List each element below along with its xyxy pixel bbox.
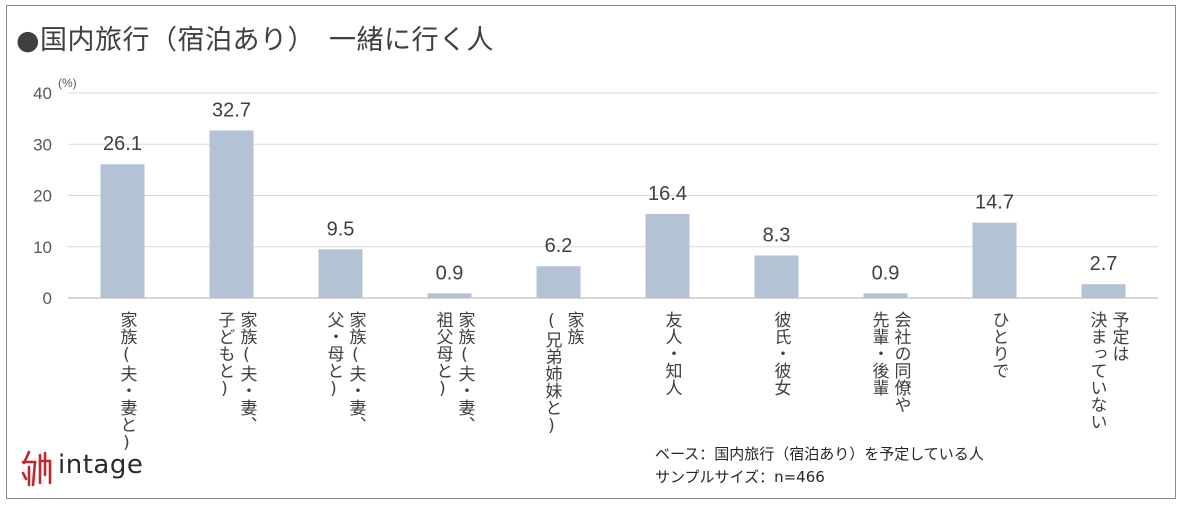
bar: [1081, 284, 1126, 298]
y-tick-label: 30: [33, 135, 52, 154]
chart-title: ●国内旅行（宿泊あり） 一緒に行く人: [16, 25, 495, 56]
data-label: 14.7: [975, 192, 1014, 214]
category-label: 家族(夫・妻、 父・母と): [323, 311, 366, 433]
bar: [427, 293, 472, 298]
data-label: 6.2: [545, 235, 573, 257]
category-label: 会社の同僚や 先輩・後輩: [868, 311, 911, 413]
bar: [645, 213, 690, 298]
category-label: 友人・知人: [661, 311, 682, 396]
data-label: 9.5: [327, 218, 355, 240]
bar: [536, 266, 581, 298]
category-label: 家族(夫・妻と): [116, 311, 137, 453]
data-label: 0.9: [872, 262, 900, 284]
bar: [972, 222, 1017, 298]
data-label: 2.7: [1090, 253, 1118, 275]
data-label: 32.7: [212, 99, 251, 121]
y-tick-label: 20: [33, 187, 52, 206]
y-unit-label: (%): [58, 76, 77, 90]
bar: [209, 130, 254, 298]
category-label: ひとりで: [988, 311, 1009, 379]
y-tick-label: 0: [43, 289, 52, 308]
data-label: 16.4: [648, 183, 687, 205]
bar: [754, 255, 799, 298]
intage-logo-mark-icon: [21, 450, 52, 487]
category-label: 家族 (兄弟姉妹と): [541, 311, 584, 436]
data-label: 8.3: [763, 224, 791, 246]
data-label: 0.9: [436, 262, 464, 284]
intage-logo-text: intage: [58, 450, 144, 480]
category-label: 彼氏・彼女: [770, 311, 791, 396]
y-tick-label: 10: [33, 238, 52, 257]
note-base: ベース：国内旅行（宿泊あり）を予定している人: [655, 445, 984, 463]
category-label: 家族(夫・妻、 祖父母と): [432, 311, 475, 433]
bar: [100, 164, 145, 298]
sample-note: ベース：国内旅行（宿泊あり）を予定している人 サンプルサイズ：n=466: [655, 443, 984, 489]
y-tick-label: 40: [33, 84, 52, 103]
category-label: 家族(夫・妻、 子どもと): [214, 311, 257, 433]
data-label: 26.1: [103, 133, 142, 155]
bar: [318, 249, 363, 298]
category-label: 予定は 決まっていない: [1086, 311, 1129, 430]
note-sample-size: サンプルサイズ：n=466: [655, 468, 825, 486]
bar: [863, 293, 908, 298]
